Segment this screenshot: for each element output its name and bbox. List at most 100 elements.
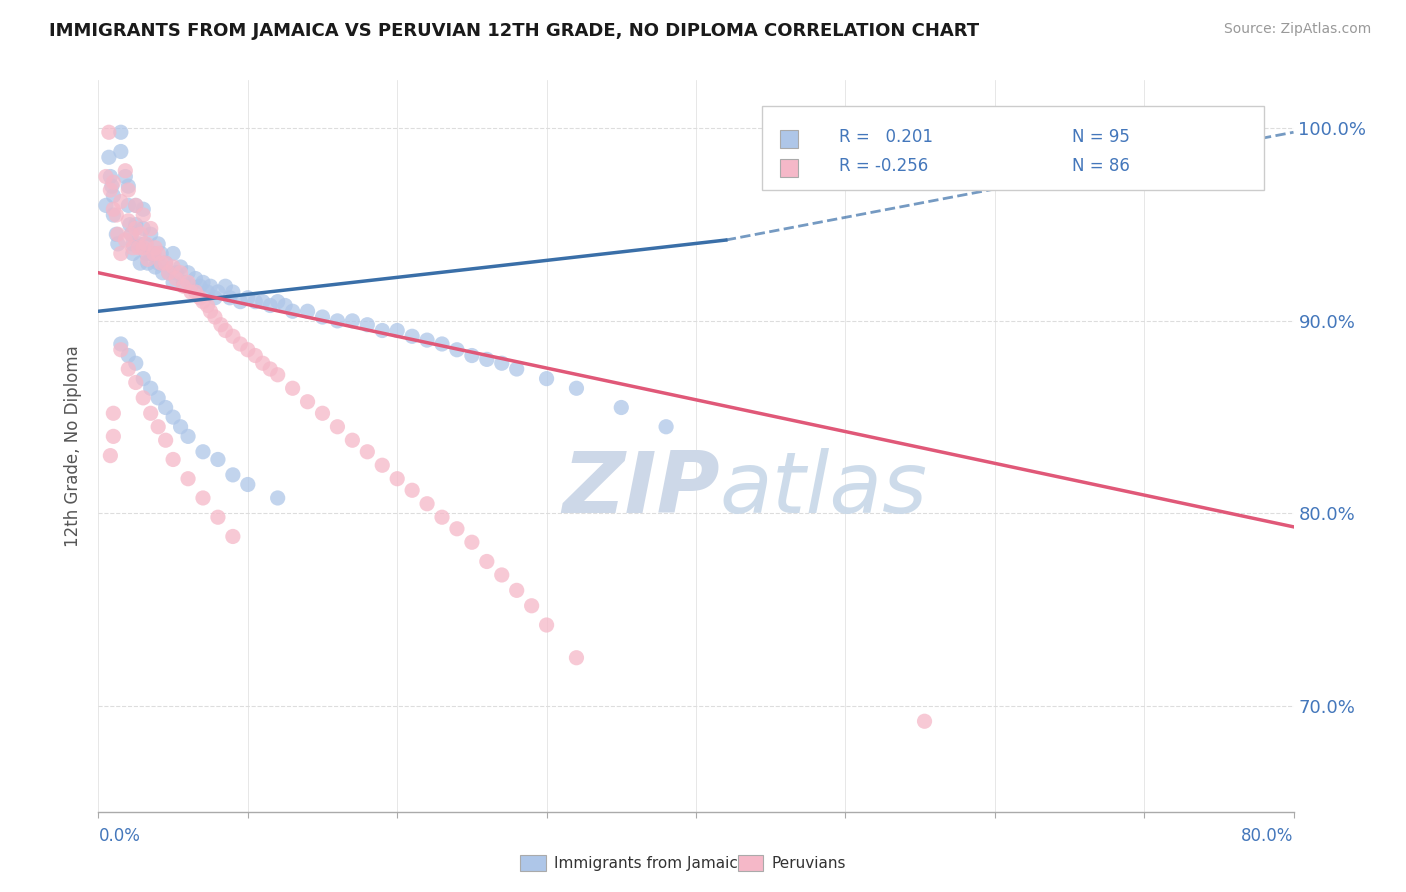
Point [162, 276, 184, 290]
Point [128, 236, 150, 251]
Point [121, 241, 143, 255]
Point [125, 356, 148, 370]
Point [121, 236, 143, 251]
Point [165, 266, 187, 280]
Text: Peruvians: Peruvians [772, 856, 846, 871]
Point [184, 271, 207, 285]
Point [520, 599, 543, 613]
Point [311, 406, 333, 420]
Point [274, 298, 297, 312]
Point [184, 285, 207, 299]
Point [245, 294, 267, 309]
Point [129, 256, 152, 270]
Point [200, 304, 222, 318]
Point [103, 202, 125, 217]
Point [103, 188, 125, 202]
Y-axis label: 12th Grade, No Diploma: 12th Grade, No Diploma [65, 345, 83, 547]
Point [222, 329, 245, 343]
Point [134, 236, 156, 251]
Point [107, 236, 129, 251]
Point [132, 241, 155, 255]
Point [219, 291, 242, 305]
Point [188, 279, 211, 293]
Point [565, 381, 588, 395]
Point [177, 276, 200, 290]
Point [173, 276, 195, 290]
Point [491, 568, 513, 582]
Point [125, 376, 148, 390]
Point [150, 246, 173, 260]
Point [152, 266, 174, 280]
Text: Immigrants from Jamaica: Immigrants from Jamaica [554, 856, 747, 871]
Point [139, 221, 162, 235]
Point [204, 310, 226, 324]
Point [281, 304, 304, 318]
Text: Source: ZipAtlas.com: Source: ZipAtlas.com [1223, 22, 1371, 37]
Point [103, 208, 125, 222]
Point [155, 256, 177, 270]
Point [125, 198, 148, 212]
Point [162, 452, 184, 467]
Text: R =   0.201: R = 0.201 [839, 128, 934, 145]
Point [207, 452, 229, 467]
Point [128, 241, 150, 255]
Text: atlas: atlas [720, 449, 928, 532]
Point [120, 227, 142, 242]
Point [135, 236, 157, 251]
Point [97, 150, 120, 164]
Point [536, 371, 558, 385]
Text: 80.0%: 80.0% [1241, 827, 1294, 845]
Point [150, 256, 173, 270]
Point [155, 256, 177, 270]
Point [103, 175, 125, 189]
Point [385, 472, 409, 486]
Point [148, 246, 170, 260]
Point [110, 145, 132, 159]
Point [430, 510, 453, 524]
Point [139, 246, 162, 260]
Point [401, 483, 423, 498]
Point [105, 208, 128, 222]
Point [475, 352, 498, 367]
Point [125, 198, 148, 212]
Point [173, 279, 195, 293]
Point [229, 294, 252, 309]
Point [236, 291, 259, 305]
Point [94, 198, 117, 212]
Point [136, 256, 159, 270]
Point [461, 349, 484, 363]
Point [191, 444, 214, 458]
Point [267, 491, 290, 505]
Point [536, 618, 558, 632]
Point [342, 314, 364, 328]
Point [162, 260, 184, 274]
Point [204, 291, 226, 305]
Point [416, 333, 439, 347]
Point [342, 434, 364, 448]
Point [110, 194, 132, 209]
Point [180, 285, 202, 299]
Point [103, 429, 125, 443]
Point [103, 406, 125, 420]
Point [222, 467, 245, 482]
Text: 0.0%: 0.0% [98, 827, 141, 845]
Point [107, 227, 129, 242]
Point [200, 279, 222, 293]
Point [229, 337, 252, 351]
Point [356, 444, 378, 458]
Point [197, 298, 219, 312]
Point [914, 714, 936, 729]
Point [114, 169, 136, 184]
Point [105, 227, 128, 242]
Point [177, 472, 200, 486]
Point [565, 650, 588, 665]
Point [461, 535, 484, 549]
Point [326, 314, 349, 328]
Point [169, 419, 191, 434]
Point [297, 304, 319, 318]
Point [506, 362, 529, 376]
Point [114, 163, 136, 178]
Point [142, 246, 165, 260]
Point [117, 183, 139, 197]
Point [267, 294, 290, 309]
